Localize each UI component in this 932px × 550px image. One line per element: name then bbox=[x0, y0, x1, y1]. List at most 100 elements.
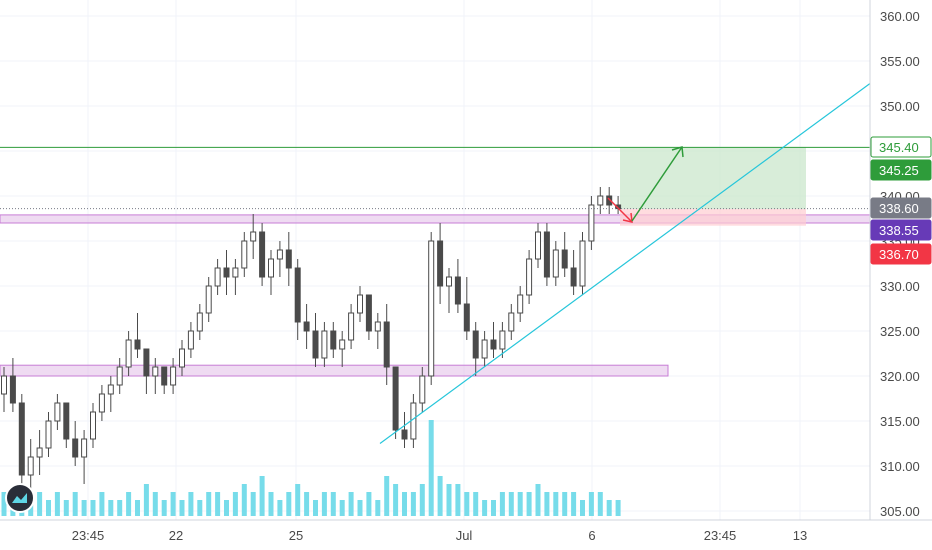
tradingview-logo-icon[interactable] bbox=[5, 483, 35, 513]
volume-bar bbox=[375, 500, 381, 516]
candle-body bbox=[526, 258, 533, 296]
volume-bar bbox=[553, 492, 559, 516]
volume-bar bbox=[161, 500, 167, 516]
volume-bar bbox=[241, 484, 247, 516]
volume-bar bbox=[473, 492, 479, 516]
volume-bar bbox=[499, 492, 505, 516]
price-badges: 345.40 345.25 338.60 338.55 336.70 bbox=[870, 136, 932, 265]
volume-bar bbox=[562, 492, 568, 516]
up-arrow-head bbox=[671, 146, 684, 158]
y-tick-label: 325.00 bbox=[880, 324, 920, 339]
candle-body bbox=[81, 438, 88, 458]
candle-body bbox=[428, 240, 435, 377]
candle-body bbox=[339, 339, 346, 350]
volume-bar bbox=[517, 492, 523, 516]
volume-bar bbox=[615, 500, 621, 516]
y-tick-label: 330.00 bbox=[880, 279, 920, 294]
y-tick-label: 315.00 bbox=[880, 414, 920, 429]
candle-body bbox=[134, 339, 141, 350]
volume-bar bbox=[402, 492, 407, 516]
candle-body bbox=[187, 330, 194, 350]
candle-body bbox=[18, 402, 25, 476]
volume-bar bbox=[357, 500, 363, 516]
candle-body bbox=[454, 276, 461, 305]
candle-body bbox=[517, 294, 524, 314]
candle-body bbox=[116, 366, 123, 386]
volume-bar bbox=[215, 492, 221, 516]
grid-lines bbox=[0, 0, 870, 520]
volume-bar bbox=[544, 492, 550, 516]
price-badge-label: 345.40 bbox=[879, 140, 919, 155]
price-badge bbox=[870, 159, 932, 181]
candle-body bbox=[348, 312, 355, 341]
volume-bar bbox=[268, 492, 274, 516]
volume-bar bbox=[259, 476, 265, 516]
volume-bar bbox=[455, 484, 461, 516]
candle-body bbox=[383, 321, 390, 368]
volume-bar bbox=[170, 492, 176, 516]
candle-body bbox=[570, 267, 577, 287]
time-axis[interactable]: 23:45 22 25 Jul 6 23:45 13 bbox=[72, 528, 808, 543]
up-arrow[interactable] bbox=[631, 146, 683, 222]
candle-body bbox=[490, 339, 497, 350]
candle-body bbox=[294, 267, 301, 323]
candle-body bbox=[561, 249, 568, 269]
x-tick-label: 25 bbox=[289, 528, 303, 543]
volume-bar bbox=[348, 492, 354, 516]
drawn-lines[interactable] bbox=[0, 83, 871, 444]
trend-line[interactable] bbox=[379, 83, 871, 444]
candle-body bbox=[552, 249, 559, 278]
volume-bar bbox=[1, 492, 7, 516]
candle-body bbox=[437, 240, 444, 287]
candle-body bbox=[143, 348, 150, 377]
volume-bar bbox=[37, 492, 43, 516]
volume-bar bbox=[321, 492, 327, 516]
volume-bar bbox=[179, 500, 185, 516]
candle-body bbox=[446, 276, 452, 287]
candle-body bbox=[214, 267, 221, 287]
price-badge bbox=[870, 197, 932, 219]
volume-bar bbox=[295, 484, 301, 516]
profit-zone[interactable] bbox=[620, 147, 806, 210]
price-badge-label: 345.25 bbox=[879, 163, 919, 178]
loss-zone[interactable] bbox=[620, 209, 806, 226]
volume-bar bbox=[54, 492, 60, 516]
candle-body bbox=[312, 330, 319, 359]
y-tick-label: 320.00 bbox=[880, 369, 920, 384]
candle-body bbox=[410, 402, 417, 440]
y-tick-label: 355.00 bbox=[880, 54, 920, 69]
candle-body bbox=[357, 294, 363, 314]
price-badge-label: 338.60 bbox=[879, 201, 919, 216]
volume-bar bbox=[313, 500, 318, 516]
candle-body bbox=[535, 231, 541, 260]
volume-bar bbox=[526, 492, 532, 516]
candle-body bbox=[205, 285, 212, 314]
candle-body bbox=[36, 447, 43, 458]
zone-lower-support[interactable] bbox=[0, 364, 669, 377]
volume-bar bbox=[108, 500, 114, 516]
volume-bar bbox=[482, 500, 488, 516]
volume-bar bbox=[384, 476, 390, 516]
candle-body bbox=[232, 267, 239, 278]
candle-body bbox=[472, 330, 479, 359]
candle-body bbox=[54, 402, 61, 422]
candle-body bbox=[170, 366, 177, 386]
candle-body bbox=[90, 411, 96, 440]
volume-bar bbox=[72, 492, 78, 516]
long-position-tool[interactable] bbox=[620, 147, 806, 226]
candle-body bbox=[27, 456, 34, 476]
candle-body bbox=[508, 312, 515, 332]
candle-body bbox=[1, 375, 7, 395]
candle-body bbox=[107, 384, 114, 395]
volume-bar bbox=[491, 500, 496, 516]
volume-bar bbox=[90, 500, 96, 516]
volume-bar bbox=[393, 484, 399, 516]
volume-bar bbox=[330, 492, 336, 516]
volume-bar bbox=[99, 492, 105, 516]
volume-bar bbox=[232, 492, 238, 516]
volume-bar bbox=[63, 500, 69, 516]
down-arrow[interactable] bbox=[607, 197, 632, 222]
volume-bar bbox=[588, 492, 594, 516]
candle-body bbox=[125, 339, 132, 368]
